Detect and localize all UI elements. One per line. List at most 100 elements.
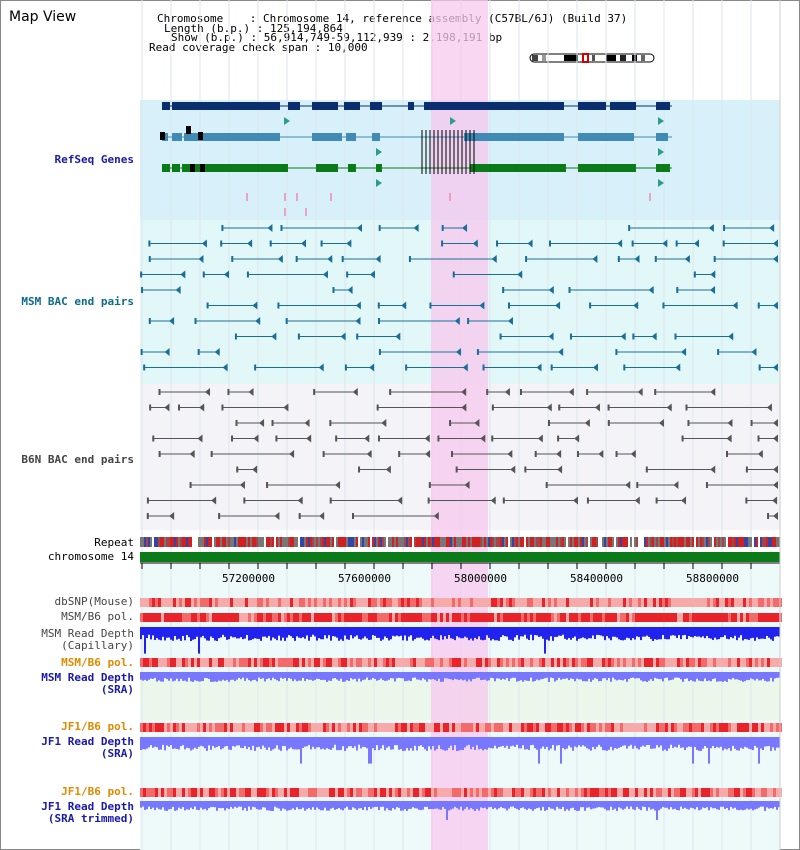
jf1-pol-trim-heat — [665, 788, 668, 797]
msm-capillary-depth — [550, 627, 552, 637]
jf1-trim-depth — [604, 801, 606, 809]
chromosome-track-label: chromosome 14 — [47, 550, 134, 563]
msm-sra-depth — [470, 672, 472, 682]
jf1-trim-depth — [212, 801, 214, 807]
msm-pair-end — [247, 239, 253, 248]
msm-capillary-depth — [636, 627, 638, 637]
jf1-pol-trim-heat — [611, 788, 614, 797]
msm-pol-heat — [662, 613, 665, 622]
repeat-mark — [160, 537, 162, 547]
jf1-pol-trim-heat — [278, 788, 281, 797]
msm-capillary-depth — [448, 627, 450, 635]
msm-capillary-depth — [464, 627, 466, 637]
jf1-pol-trim-heat — [644, 788, 647, 797]
msm-pol-heat — [236, 613, 239, 622]
dbsnp-heat — [479, 598, 482, 607]
msm-pol-sra-heat — [446, 658, 449, 667]
msm-pol-heat — [374, 613, 377, 622]
jf1-pol-trim-heat — [716, 788, 719, 797]
msm-capillary-depth — [452, 627, 454, 639]
msm-capillary-depth — [566, 627, 568, 640]
jf1-sra-depth — [228, 737, 230, 750]
jf1-trim-depth — [778, 801, 780, 808]
jf1-pol-trim-heat — [668, 788, 671, 797]
repeat-mark — [506, 537, 508, 547]
dbsnp-heat — [524, 598, 527, 607]
msm-capillary-depth — [202, 627, 204, 636]
msm-capillary-depth — [150, 627, 152, 640]
jf1-trim-depth — [302, 801, 304, 808]
dbsnp-heat — [704, 598, 707, 607]
strand-arrow — [658, 148, 664, 156]
b6n-pair-end — [480, 434, 486, 443]
msm-capillary-depth — [558, 627, 560, 636]
msm-sra-depth — [756, 672, 758, 679]
b6n-pair-end — [266, 482, 269, 488]
msm-capillary-depth — [570, 627, 572, 640]
msm-capillary-depth — [456, 627, 458, 637]
msm-pol-heat — [776, 613, 779, 622]
jf1-trim-depth — [346, 801, 348, 807]
jf1-pol-heat — [512, 723, 515, 732]
jf1-pol-heat — [203, 723, 206, 732]
jf1-pol-trim-heat — [755, 788, 758, 797]
jf1-sra-depth — [174, 737, 176, 749]
msm-sra-depth — [182, 672, 184, 681]
dbsnp-heat — [563, 598, 566, 607]
msm-capillary-depth — [484, 627, 486, 640]
msm-pol-sra-heat — [641, 658, 644, 667]
jf1-sra-depth — [196, 737, 198, 749]
refseq-genes-text: RefSeq Genes — [54, 153, 134, 166]
msm-capillary-depth — [556, 627, 558, 637]
msm-pol-heat — [173, 613, 176, 622]
repeat-mark — [404, 537, 406, 547]
b6n-pair-end — [474, 419, 480, 427]
msm-pair-end — [491, 255, 497, 263]
b6n-pair-end — [773, 434, 778, 443]
dbsnp-heat — [602, 598, 605, 607]
jf1-pol-heat — [434, 723, 437, 732]
jf1-trim-depth — [758, 801, 760, 808]
msm-pair-end — [277, 255, 283, 263]
dbsnp-heat — [338, 598, 341, 607]
jf1-pol-trim-heat — [629, 788, 632, 797]
jf1-trim-depth — [260, 801, 262, 810]
msm-capillary-depth — [212, 627, 214, 638]
msm-sra-depth — [774, 672, 776, 679]
jf1-sra-depth — [236, 737, 238, 746]
msm-pol-sra-heat — [587, 658, 590, 667]
msm-pair-end — [356, 224, 362, 232]
dbsnp-heat — [317, 598, 320, 607]
repeat-mark — [538, 537, 540, 547]
jf1-trim-depth — [574, 801, 576, 811]
dbsnp-heat — [728, 598, 731, 607]
msm-pol-sra-heat — [485, 658, 488, 667]
jf1-trim-depth — [546, 801, 548, 810]
jf1-pol-heat — [344, 723, 347, 732]
msm-pol-heat — [149, 613, 152, 622]
dbsnp-heat — [497, 598, 500, 607]
msm-sra-depth — [280, 672, 282, 678]
jf1-sra-depth — [648, 737, 650, 745]
msm-sra-depth — [166, 672, 168, 680]
msm-capillary-depth — [354, 627, 356, 637]
jf1-pol-heat — [656, 723, 659, 732]
jf1-pol-trim-heat — [671, 788, 674, 797]
repeat-mark — [248, 537, 250, 547]
jf1-pol-trim-heat — [539, 788, 542, 797]
repeat-mark — [240, 537, 242, 547]
page-title: Map View — [9, 9, 77, 25]
repeat-mark — [546, 537, 548, 547]
jf1-pol-heat — [737, 723, 740, 732]
dbsnp-heat — [155, 598, 158, 607]
jf1-pol-heat — [617, 723, 620, 732]
msm-pol-heat — [341, 613, 344, 622]
jf1-sra-depth — [514, 737, 516, 747]
b6n-pair-end — [773, 481, 778, 489]
msm-sra-depth — [692, 672, 694, 682]
jf1-trim-depth — [388, 801, 390, 811]
msm-pol-sra-heat — [569, 658, 572, 667]
msm-bac-label: MSM BAC end pairs — [21, 296, 134, 308]
jf1-sra-depth — [476, 737, 478, 746]
